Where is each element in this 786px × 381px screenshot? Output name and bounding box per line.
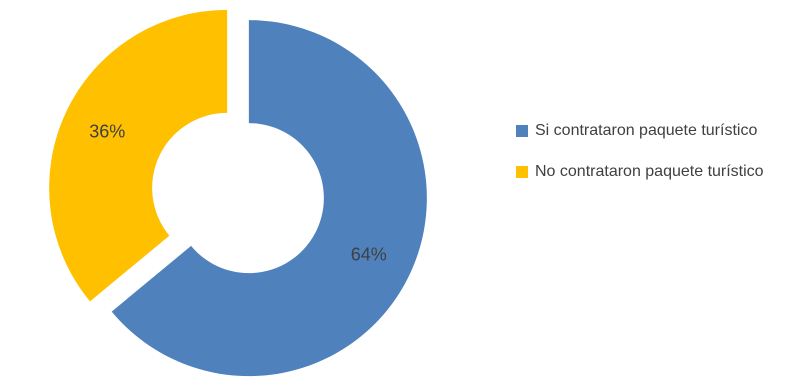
legend-swatch-no bbox=[516, 166, 528, 178]
chart-legend: Si contrataron paquete turístico No cont… bbox=[516, 118, 778, 200]
slice-no bbox=[49, 9, 228, 302]
legend-label-no: No contrataron paquete turístico bbox=[535, 163, 764, 180]
legend-swatch-si bbox=[516, 125, 528, 137]
legend-label-si: Si contrataron paquete turístico bbox=[535, 122, 758, 139]
legend-item-si: Si contrataron paquete turístico bbox=[516, 118, 778, 143]
slice-label-no: 36% bbox=[89, 121, 125, 141]
slice-label-si: 64% bbox=[351, 245, 387, 265]
legend-item-no: No contrataron paquete turístico bbox=[516, 159, 778, 184]
slice-si bbox=[111, 20, 427, 377]
